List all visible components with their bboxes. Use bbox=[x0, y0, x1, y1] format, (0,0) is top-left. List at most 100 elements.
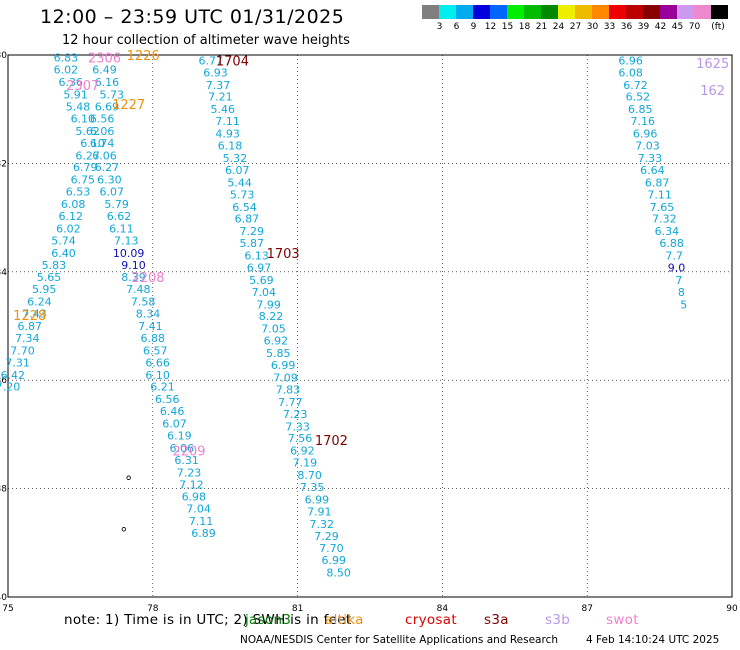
swh-value: 6.46 bbox=[160, 405, 185, 418]
swh-value: 6.02 bbox=[54, 64, 79, 77]
lat-tick-label: -32 bbox=[0, 159, 7, 169]
swh-value: 7.43 bbox=[22, 308, 47, 321]
legend-label: 27 bbox=[569, 22, 582, 32]
timestamp-text: 4 Feb 14:10:24 UTC 2025 bbox=[586, 634, 720, 646]
swh-value: 7.37 bbox=[206, 79, 231, 92]
swh-value: 5.69 bbox=[249, 274, 274, 287]
swh-value: 6.08 bbox=[61, 198, 86, 211]
swh-value: 7.48 bbox=[126, 283, 151, 296]
swh-value: 6.30 bbox=[97, 174, 122, 187]
swh-value: 6.87 bbox=[645, 176, 670, 189]
swh-value: 7.04 bbox=[252, 286, 277, 299]
swh-value: 6.10 bbox=[71, 112, 96, 125]
swh-value: 6.06 bbox=[92, 149, 117, 162]
swh-value: 6.12 bbox=[58, 210, 83, 223]
swh-value: 6.99 bbox=[305, 493, 330, 506]
pass-label: 2307 bbox=[66, 79, 99, 94]
lon-tick-label: 87 bbox=[581, 604, 592, 614]
swh-value: 7.77 bbox=[278, 396, 303, 409]
swh-value: 7.11 bbox=[647, 188, 672, 201]
legend-label: 18 bbox=[518, 22, 531, 32]
swh-value: 7.83 bbox=[276, 383, 301, 396]
swh-value: 6.06 bbox=[170, 442, 195, 455]
legend-label: 70 bbox=[688, 22, 701, 32]
swh-value: 7.19 bbox=[293, 457, 318, 470]
lon-tick-label: 78 bbox=[147, 604, 159, 614]
legend-label: 39 bbox=[637, 22, 650, 32]
swh-value: 6.40 bbox=[51, 247, 76, 260]
swh-value: 6.88 bbox=[659, 237, 684, 250]
swh-value: 7.31 bbox=[5, 356, 30, 369]
legend-swatch bbox=[473, 5, 490, 19]
swh-value: 6.16 bbox=[95, 76, 120, 89]
swh-value: 6.92 bbox=[290, 445, 315, 458]
swh-value: 6.92 bbox=[264, 335, 289, 348]
swh-value: 7.33 bbox=[285, 420, 310, 433]
swh-value: 5.46 bbox=[211, 103, 236, 116]
swh-value: 7.70 bbox=[10, 344, 35, 357]
swh-value: 6.27 bbox=[75, 149, 100, 162]
swh-value: 7.09 bbox=[273, 371, 298, 384]
swh-value: 6.11 bbox=[109, 222, 134, 235]
swh-value: 7.32 bbox=[309, 518, 334, 531]
swh-value: 6.13 bbox=[244, 250, 269, 263]
legend-swatch bbox=[575, 5, 592, 19]
swh-value: 6.99 bbox=[271, 359, 296, 372]
swh-value: 6.10 bbox=[80, 137, 105, 150]
swh-value: 7.58 bbox=[131, 296, 156, 309]
swh-value: 7.91 bbox=[307, 505, 332, 518]
swh-value: 5.73 bbox=[100, 89, 125, 102]
legend-swatch bbox=[677, 5, 694, 19]
legend-swatch bbox=[643, 5, 660, 19]
legend-swatch bbox=[626, 5, 643, 19]
swh-value: 6.07 bbox=[100, 186, 125, 199]
lat-tick-label: -34 bbox=[0, 268, 7, 278]
legend-unit: (ft) bbox=[711, 22, 725, 32]
pass-label: 1702 bbox=[315, 434, 348, 449]
swh-value: 6.24 bbox=[27, 296, 52, 309]
swh-value: 6.79 bbox=[73, 161, 98, 174]
swh-value: 6.21 bbox=[150, 381, 175, 394]
swh-value: 6.98 bbox=[182, 491, 207, 504]
swh-value: 6.89 bbox=[191, 527, 216, 540]
swh-value: 6.96 bbox=[618, 54, 643, 67]
swh-value: 7.34 bbox=[15, 332, 40, 345]
footer-note: note: 1) Time is in UTC; 2) SWH is in fe… bbox=[64, 612, 639, 628]
swh-value: 5.74 bbox=[51, 234, 76, 247]
satellite-label-cryosat: cryosat bbox=[405, 612, 457, 628]
swh-value: 6.42 bbox=[1, 369, 26, 382]
swh-value: 7.05 bbox=[261, 323, 286, 336]
swh-value: 5.62 bbox=[75, 125, 100, 138]
legend-label: 3 bbox=[436, 22, 443, 32]
swh-value: 7.29 bbox=[314, 530, 339, 543]
swh-value: 6.96 bbox=[633, 128, 658, 141]
swh-value: 7.56 bbox=[288, 432, 313, 445]
swh-value: 5.32 bbox=[223, 152, 248, 165]
pass-label: 2209 bbox=[172, 445, 205, 460]
swh-value: 6.06 bbox=[90, 125, 115, 138]
swh-value: 6.10 bbox=[145, 369, 170, 382]
legend-swatch bbox=[439, 5, 456, 19]
swh-value: 5.48 bbox=[66, 100, 91, 113]
swh-value: 7.33 bbox=[638, 152, 663, 165]
point-marker bbox=[126, 475, 131, 480]
swh-value: 7.41 bbox=[138, 320, 163, 333]
swh-value: 6.88 bbox=[141, 332, 166, 345]
swh-value: 7.16 bbox=[630, 115, 655, 128]
swh-value: 7.7 bbox=[665, 250, 683, 263]
swh-value: 7.11 bbox=[189, 515, 214, 528]
lat-tick-label: -36 bbox=[0, 376, 7, 386]
swh-value: 5.44 bbox=[227, 176, 252, 189]
legend-label: 36 bbox=[620, 22, 633, 32]
note-text: note: 1) Time is in UTC; 2) SWH is in fe… bbox=[64, 612, 352, 628]
legend-swatch bbox=[422, 5, 439, 19]
pass-label: 1703 bbox=[267, 247, 300, 262]
lon-tick-label: 81 bbox=[292, 604, 303, 614]
point-marker bbox=[121, 527, 127, 532]
legend-label: 42 bbox=[654, 22, 667, 32]
legend-label: 9 bbox=[470, 22, 477, 32]
swh-value: 5 bbox=[680, 298, 687, 311]
swh-value: 8.34 bbox=[136, 308, 161, 321]
swh-value: 8.50 bbox=[326, 567, 351, 580]
swh-value: 6.52 bbox=[626, 91, 651, 104]
